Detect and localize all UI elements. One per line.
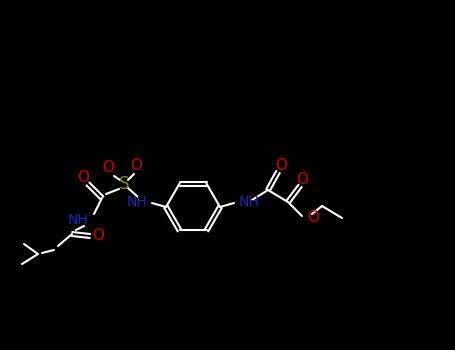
Text: O: O [77,170,89,186]
Text: NH: NH [67,213,88,227]
Text: O: O [130,159,142,174]
Text: O: O [307,210,319,224]
Text: S: S [119,175,129,193]
Text: NH: NH [239,195,260,209]
Text: O: O [275,159,287,174]
Text: NH: NH [126,195,147,209]
Text: O: O [102,160,114,175]
Text: O: O [296,172,308,187]
Text: O: O [92,229,104,244]
